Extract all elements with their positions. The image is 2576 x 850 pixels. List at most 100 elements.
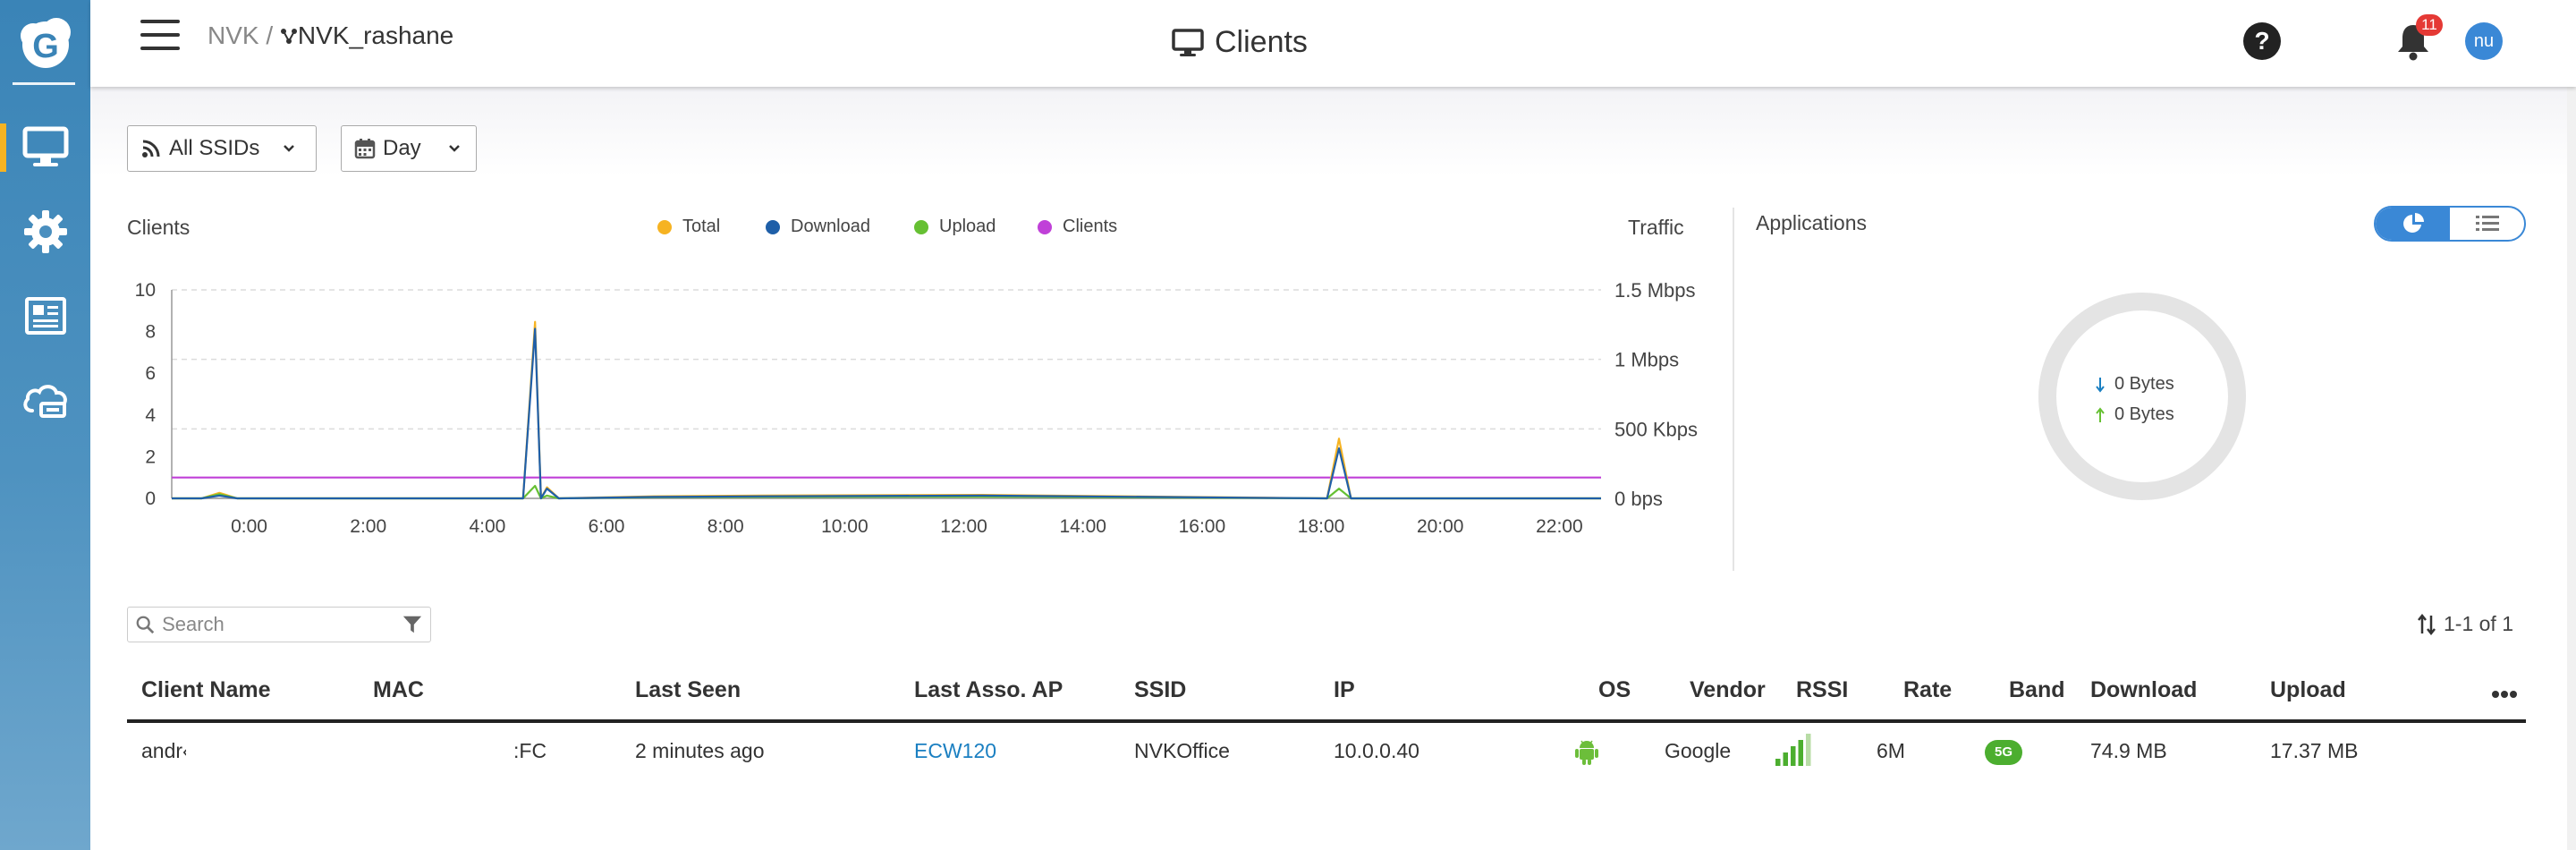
breadcrumb-site[interactable]: NVK_rashane (297, 21, 454, 49)
breadcrumb-separator: / (266, 21, 274, 49)
top-bar: NVK / NVK_rashane (90, 0, 2576, 87)
column-header-last-ap[interactable]: Last Asso. AP (914, 677, 1063, 702)
column-header-os[interactable]: OS (1598, 677, 1631, 702)
gear-icon (24, 210, 67, 253)
column-header-ssid[interactable]: SSID (1134, 677, 1187, 702)
wifi-rss-icon (142, 140, 160, 157)
applications-donut-chart (2038, 293, 2246, 500)
network-icon (280, 29, 297, 44)
sort-icon (2418, 613, 2436, 635)
user-avatar[interactable]: nu (2465, 22, 2503, 60)
pagination[interactable]: 1-1 of 1 (2417, 612, 2513, 636)
applications-download-value: 0 Bytes (2114, 374, 2174, 394)
cell-rate: 6M (1877, 739, 1905, 762)
band-badge: 5G (1985, 740, 2022, 765)
menu-toggle-button[interactable] (140, 20, 180, 54)
active-nav-indicator (0, 123, 6, 172)
cell-mac: :FC (513, 739, 547, 762)
notification-count-badge: 11 (2416, 14, 2443, 36)
signal-bar (1783, 752, 1788, 766)
breadcrumb: NVK / NVK_rashane (208, 21, 453, 50)
search-input[interactable] (162, 613, 395, 636)
column-header-ip[interactable]: IP (1334, 677, 1355, 702)
sidebar-item-settings[interactable] (16, 202, 75, 261)
pagination-text: 1-1 of 1 (2444, 612, 2513, 635)
pie-view-button[interactable] (2376, 208, 2450, 240)
legend-upload-label: Upload (939, 217, 996, 236)
signal-bar (1791, 746, 1796, 766)
chart-right-title: Traffic (1628, 216, 1684, 239)
legend-download-swatch (766, 219, 780, 234)
column-header-rssi[interactable]: RSSI (1796, 677, 1849, 702)
search-box (127, 607, 431, 642)
applications-title: Applications (1756, 211, 1868, 234)
column-header-rate[interactable]: Rate (1903, 677, 1953, 702)
app-logo[interactable]: G (13, 11, 78, 75)
applications-view-toggle (2374, 206, 2526, 242)
list-view-button[interactable] (2450, 208, 2524, 240)
svg-text:?: ? (2254, 27, 2269, 55)
column-header-vendor[interactable]: Vendor (1690, 677, 1766, 702)
ssid-filter-value: All SSIDs (169, 136, 260, 160)
svg-text:G: G (32, 28, 59, 65)
panel-divider (1733, 208, 1734, 571)
calendar-icon (354, 139, 376, 159)
sidebar-item-clients[interactable] (16, 118, 75, 177)
help-icon[interactable]: ? (2242, 21, 2282, 61)
column-header-mac[interactable]: MAC (373, 677, 424, 702)
breadcrumb-root[interactable]: NVK (208, 21, 259, 49)
signal-bar (1775, 759, 1781, 766)
chevron-down-icon (448, 145, 460, 152)
column-header-band[interactable]: Band (2009, 677, 2065, 702)
ssid-filter-dropdown[interactable]: All SSIDs (127, 125, 317, 172)
legend-clients-label: Clients (1063, 217, 1118, 236)
column-header-last-seen[interactable]: Last Seen (635, 677, 741, 702)
period-filter-value: Day (383, 136, 421, 160)
cell-last-ap-link[interactable]: ECW120 (914, 739, 997, 762)
legend-item-clients[interactable]: Clients (1038, 217, 1117, 237)
list-icon (2475, 216, 2499, 231)
legend-download-label: Download (791, 217, 870, 236)
cell-ip: 10.0.0.40 (1334, 739, 1419, 762)
legend-upload-swatch (914, 219, 928, 234)
column-header-client-name[interactable]: Client Name (141, 677, 271, 702)
legend-item-upload[interactable]: Upload (914, 217, 996, 237)
pie-chart-icon (2402, 213, 2424, 233)
logo-divider (13, 82, 75, 85)
cell-last-seen: 2 minutes ago (635, 739, 765, 762)
column-header-upload[interactable]: Upload (2270, 677, 2346, 702)
applications-download: 0 Bytes (2095, 374, 2174, 395)
signal-bar (1798, 740, 1803, 766)
legend-total-label: Total (682, 217, 721, 236)
more-options-icon[interactable] (2490, 685, 2519, 703)
page-title: Clients (1172, 25, 1308, 60)
column-header-download[interactable]: Download (2090, 677, 2198, 702)
applications-upload: 0 Bytes (2095, 404, 2174, 425)
table-header-divider (127, 719, 2526, 723)
signal-strength-icon (1774, 733, 1813, 771)
newspaper-icon (25, 297, 66, 335)
filter-icon[interactable] (402, 613, 423, 636)
applications-upload-value: 0 Bytes (2114, 404, 2174, 424)
monitor-icon (22, 126, 69, 166)
cell-ssid: NVKOffice (1134, 739, 1230, 762)
cell-download: 74.9 MB (2090, 739, 2167, 762)
sidebar: G (0, 0, 90, 850)
period-filter-dropdown[interactable]: Day (341, 125, 477, 172)
sidebar-item-reports[interactable] (16, 286, 75, 345)
sidebar-item-cloud[interactable] (16, 370, 75, 429)
android-icon (1574, 737, 1599, 770)
arrow-down-icon (2096, 377, 2105, 393)
legend-item-download[interactable]: Download (766, 217, 870, 237)
chevron-down-icon (284, 145, 295, 152)
legend-total-swatch (657, 219, 672, 234)
legend-clients-swatch (1038, 219, 1052, 234)
cloud-icon (23, 385, 67, 418)
search-icon (136, 616, 155, 634)
page-title-text: Clients (1215, 25, 1308, 59)
cell-upload: 17.37 MB (2270, 739, 2359, 762)
scrollbar[interactable] (2567, 87, 2576, 850)
arrow-up-icon (2096, 406, 2105, 422)
legend-item-total[interactable]: Total (657, 217, 720, 237)
cell-vendor: Google (1665, 739, 1732, 762)
